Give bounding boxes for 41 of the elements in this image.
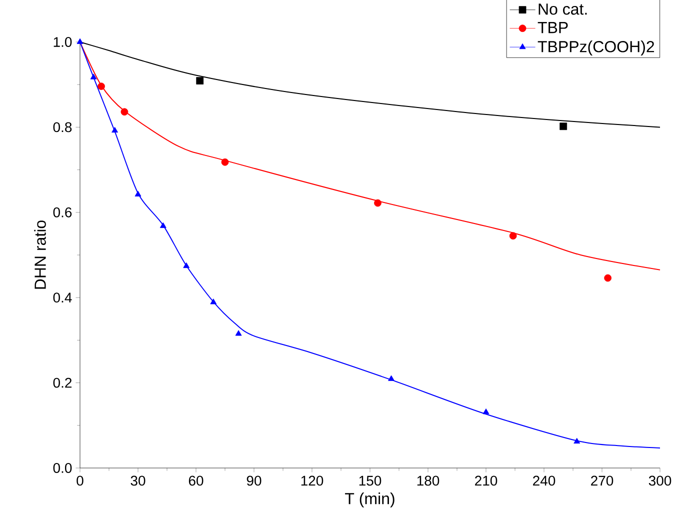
y-tick-label: 0.6 [53,207,72,218]
point [604,274,612,282]
y-tick-label: 0.2 [53,378,72,388]
x-tick-label: 270 [591,476,614,486]
x-tick-label: 90 [246,476,262,486]
x-tick-label: 60 [188,476,204,486]
point [120,108,128,116]
x-tick-label: 0 [76,476,84,486]
point [560,122,568,130]
legend-label: No cat. [538,4,587,15]
y-axis-title: DHN ratio [34,220,46,289]
x-tick-label: 30 [130,476,146,486]
point [388,375,394,381]
point [374,199,382,207]
x-tick-label: 300 [648,476,672,486]
point [221,158,229,166]
point [160,222,166,228]
point [235,330,242,336]
x-axis-title: T (min) [345,492,394,508]
x-tick-label: 150 [359,476,382,486]
y-tick-label: 0.0 [53,463,72,473]
point [574,438,580,444]
point [76,38,84,44]
y-tick-label: 1.0 [54,37,72,47]
point [482,408,490,414]
point [98,82,105,90]
y-tick-label: 0.8 [53,122,72,132]
x-tick-label: 180 [417,476,440,486]
point [509,232,517,240]
legend-label: TBPPz(COOH)2 [538,40,654,56]
legend-label: TBP [538,22,568,34]
point [183,262,190,268]
point [210,298,217,304]
point [134,190,142,196]
x-tick-label: 210 [475,476,498,486]
x-tick-label: 240 [533,476,556,486]
point [90,74,97,80]
point [112,126,118,133]
x-tick-label: 120 [301,476,324,486]
y-tick-label: 0.4 [53,292,72,303]
point [196,77,204,84]
